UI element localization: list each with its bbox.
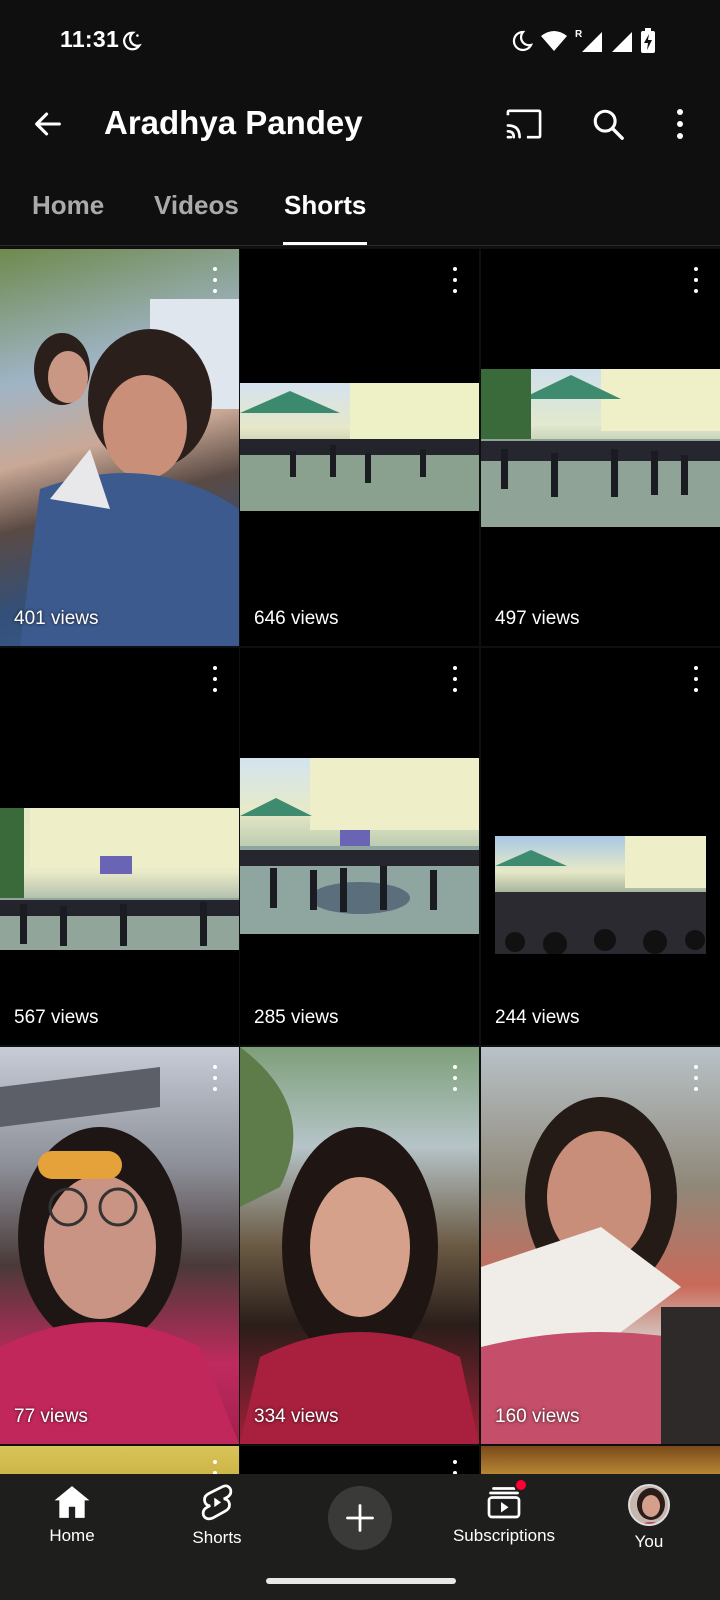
short-menu-button[interactable] [205,666,225,692]
short-tile[interactable]: 285 views [240,648,479,1045]
avatar [628,1484,670,1526]
short-view-count: 567 views [14,1007,99,1028]
back-button[interactable] [26,102,70,146]
short-menu-button[interactable] [445,666,465,692]
short-thumbnail [0,1047,239,1444]
search-icon [593,109,624,140]
short-tile[interactable]: 334 views [240,1047,479,1444]
bedtime-moon-icon [123,31,142,51]
short-thumbnail [0,808,239,950]
active-tab-indicator [283,242,367,245]
short-menu-button[interactable] [445,1065,465,1091]
short-thumbnail [481,1047,720,1444]
nav-home-label: Home [49,1526,95,1545]
notification-dot [514,1478,528,1492]
short-view-count: 77 views [14,1406,88,1427]
short-menu-button[interactable] [686,666,706,692]
cast-button[interactable] [500,100,548,148]
short-tile[interactable]: 160 views [481,1047,720,1444]
nav-subscriptions-label: Subscriptions [452,1526,556,1545]
short-tile[interactable]: 646 views [240,249,479,646]
nav-shorts-label: Shorts [192,1528,242,1547]
nav-you-label: You [634,1532,664,1551]
signal-roaming-icon: R [575,29,602,52]
short-tile[interactable]: 77 views [0,1047,239,1444]
battery-charging-icon [641,28,655,53]
short-thumbnail [481,369,720,527]
tab-home[interactable]: Home [32,190,105,220]
plus-icon [346,1504,374,1532]
short-thumbnail [240,1047,479,1444]
short-tile[interactable]: 497 views [481,249,720,646]
short-view-count: 160 views [495,1406,580,1427]
status-bar: 11:31 R [0,0,720,84]
short-menu-button[interactable] [205,1065,225,1091]
tab-videos[interactable]: Videos [154,190,239,220]
short-view-count: 497 views [495,608,580,629]
short-thumbnail [240,758,479,934]
short-menu-button[interactable] [205,267,225,293]
search-button[interactable] [584,100,632,148]
short-menu-button[interactable] [686,1065,706,1091]
short-view-count: 646 views [254,608,339,629]
status-time: 11:31 [60,26,120,52]
home-icon [54,1486,90,1518]
create-button[interactable] [328,1486,392,1550]
app-header: Aradhya Pandey [0,84,720,164]
subscriptions-icon-wrap [486,1478,528,1520]
gesture-bar[interactable] [266,1578,456,1584]
subscriptions-icon [487,1487,521,1519]
short-menu-button[interactable] [445,267,465,293]
svg-text:R: R [575,29,583,40]
short-tile[interactable]: 567 views [0,648,239,1045]
short-thumbnail [0,249,239,646]
short-view-count: 401 views [14,608,99,629]
arrow-left-icon [35,112,61,136]
more-options-button[interactable] [656,100,704,148]
short-thumbnail [495,836,706,954]
nav-you[interactable]: You [584,1484,714,1552]
channel-title: Aradhya Pandey [104,104,363,141]
signal-icon [612,32,632,52]
short-tile[interactable]: 401 views [0,249,239,646]
more-vertical-icon [677,109,683,139]
short-tile[interactable]: 244 views [481,648,720,1045]
cast-icon [506,109,542,139]
nav-home[interactable]: Home [7,1484,137,1546]
do-not-disturb-moon-icon [512,30,534,52]
tab-shorts[interactable]: Shorts [284,190,367,220]
short-view-count: 334 views [254,1406,339,1427]
channel-tabs: Home Videos Shorts [0,180,720,246]
nav-subscriptions[interactable]: Subscriptions [439,1478,569,1546]
nav-shorts[interactable]: Shorts [152,1484,282,1548]
short-menu-button[interactable] [686,267,706,293]
short-thumbnail [240,383,479,511]
wifi-icon [541,31,567,51]
short-view-count: 285 views [254,1007,339,1028]
shorts-icon [201,1484,233,1521]
short-view-count: 244 views [495,1007,580,1028]
